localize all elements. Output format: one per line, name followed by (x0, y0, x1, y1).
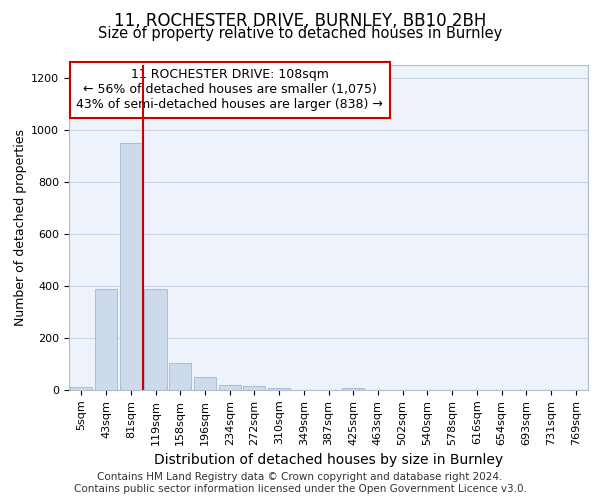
Bar (342, 388, 364, 390)
Bar (169, 362, 191, 390)
Bar (70, 388, 92, 390)
Y-axis label: Number of detached properties: Number of detached properties (14, 129, 27, 326)
Bar (218, 385, 241, 390)
Bar (268, 388, 290, 390)
Text: Contains HM Land Registry data © Crown copyright and database right 2024.
Contai: Contains HM Land Registry data © Crown c… (74, 472, 526, 494)
Text: Size of property relative to detached houses in Burnley: Size of property relative to detached ho… (98, 26, 502, 41)
Bar (145, 288, 167, 390)
Bar (95, 288, 117, 390)
Text: 11, ROCHESTER DRIVE, BURNLEY, BB10 2BH: 11, ROCHESTER DRIVE, BURNLEY, BB10 2BH (114, 12, 486, 30)
Bar (194, 377, 216, 390)
Bar (119, 143, 142, 390)
Text: 11 ROCHESTER DRIVE: 108sqm
← 56% of detached houses are smaller (1,075)
43% of s: 11 ROCHESTER DRIVE: 108sqm ← 56% of deta… (76, 68, 383, 112)
Bar (243, 386, 265, 390)
X-axis label: Distribution of detached houses by size in Burnley: Distribution of detached houses by size … (154, 453, 503, 467)
